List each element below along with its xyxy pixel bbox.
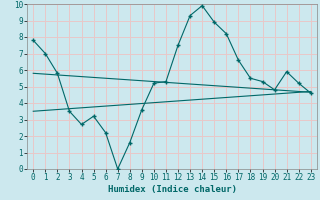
X-axis label: Humidex (Indice chaleur): Humidex (Indice chaleur) [108,185,236,194]
